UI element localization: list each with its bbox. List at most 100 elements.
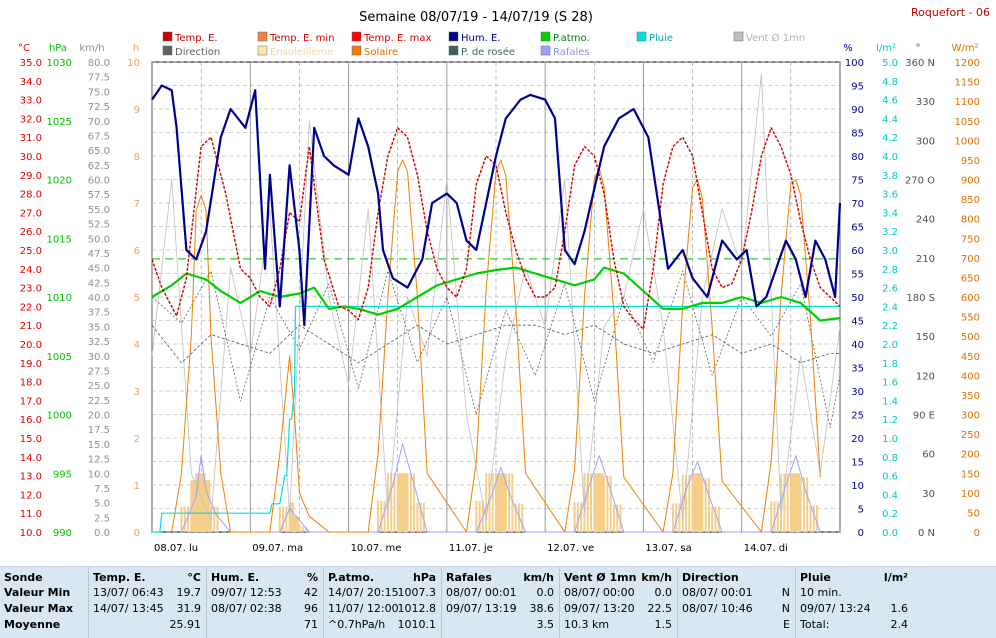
- rain-tick-label: 3.4: [882, 208, 898, 219]
- rain-unit: l/m²: [883, 571, 908, 584]
- solar-tick-label: 750: [961, 234, 980, 245]
- temp-min-value: 19.7: [176, 586, 202, 599]
- hum-title: Hum. E.: [211, 571, 260, 584]
- sun-tick-label: 1: [134, 481, 140, 492]
- wind-max-value: 22.5: [647, 602, 673, 615]
- wind-tick-label: 42.5: [88, 278, 110, 289]
- rain-tick-label: 0.2: [882, 509, 898, 520]
- hum-tick-label: 55: [851, 270, 864, 281]
- label-max: Valeur Max: [4, 602, 74, 615]
- solar-tick-label: 250: [961, 430, 980, 441]
- hum-tick-label: 80: [851, 152, 864, 163]
- press-trend: ^0.7hPa/h: [328, 618, 386, 631]
- legend-label: Rafales: [553, 47, 590, 58]
- chart-title: Semaine 08/07/19 - 14/07/19 (S 28): [359, 10, 593, 25]
- temp-max-value: 31.9: [176, 602, 202, 615]
- wind-tick-label: 2.5: [94, 513, 110, 524]
- rain-tick-label: 1.8: [882, 359, 898, 370]
- press-unit: hPa: [412, 571, 436, 584]
- wind-tick-label: 55.0: [88, 205, 110, 216]
- press-tick-label: 1010: [47, 293, 72, 304]
- stats-rain: Pluie l/m² 10 min. 09/07/ 13:24 1.6 Total:…: [795, 567, 914, 638]
- press-min-value: 1007.3: [397, 586, 437, 599]
- sun-tick-label: 6: [134, 246, 140, 257]
- x-tick-label: 10.07. me: [351, 543, 402, 554]
- label-avg: Moyenne: [4, 618, 61, 631]
- hum-tick-label: 90: [851, 105, 864, 116]
- x-tick-label: 09.07. ma: [252, 543, 303, 554]
- sun-tick-label: 0: [134, 528, 140, 539]
- temp-tick-label: 26.0: [20, 227, 42, 238]
- wind-tick-label: 12.5: [88, 455, 110, 466]
- rain-max-time: 09/07/ 13:24: [800, 602, 871, 615]
- dir-tick-label: 60: [922, 450, 935, 461]
- rain-tick-label: 3.2: [882, 227, 898, 238]
- gust-min-value: 0.0: [536, 586, 555, 599]
- solar-tick-label: 350: [961, 391, 980, 402]
- dir-min-time: 08/07/ 00:01: [682, 586, 753, 599]
- wind-title: Vent Ø 1mn: [564, 571, 637, 584]
- rain-tick-label: 4.0: [882, 152, 898, 163]
- solar-tick-label: 900: [961, 176, 980, 187]
- hum-tick-label: 75: [851, 176, 864, 187]
- hum-unit-label: %: [843, 43, 853, 54]
- solar-tick-label: 600: [961, 293, 980, 304]
- rain-tick-label: 4.8: [882, 77, 898, 88]
- x-tick-label: 14.07. di: [744, 543, 788, 554]
- legend-swatch: [448, 45, 459, 56]
- legend: Temp. E. Temp. E. min Temp. E. max Hum. E. P…: [162, 31, 805, 58]
- stats-hum: Hum. E.% 09/07/ 12:53 42 08/07/ 02:38 96 7…: [206, 567, 324, 638]
- sun-tick-label: 4: [134, 340, 140, 351]
- hum-max-time: 08/07/ 02:38: [211, 602, 282, 615]
- wind-unit-label: km/h: [79, 43, 104, 54]
- temp-tick-label: 15.0: [20, 434, 42, 445]
- rain-tick-label: 1.6: [882, 378, 898, 389]
- rain-tick-label: 0.4: [882, 490, 898, 501]
- temp-tick-label: 12.0: [20, 490, 42, 501]
- hum-tick-label: 35: [851, 364, 864, 375]
- temp-min-time: 13/07/ 06:43: [93, 586, 164, 599]
- hum-min-value: 42: [304, 586, 318, 599]
- x-tick-label: 12.07. ve: [547, 543, 594, 554]
- solar-tick-label: 1200: [955, 58, 980, 69]
- wind-tick-label: 52.5: [88, 220, 110, 231]
- dir-tick-label: 240: [916, 215, 935, 226]
- solar-tick-label: 1100: [955, 97, 980, 108]
- temp-tick-label: 18.0: [20, 378, 42, 389]
- legend-swatch: [636, 31, 647, 42]
- wind-tick-label: 50.0: [88, 234, 110, 245]
- wind-tick-label: 5.0: [94, 499, 110, 510]
- hum-tick-label: 20: [851, 434, 864, 445]
- wind-tick-label: 30.0: [88, 352, 110, 363]
- dir-tick-label: 360 N: [905, 58, 935, 69]
- press-tick-label: 990: [53, 528, 72, 539]
- x-tick-label: 08.07. lu: [154, 543, 198, 554]
- dir-tick-label: 120: [916, 371, 935, 382]
- legend-swatch: [351, 45, 362, 56]
- rain-tick-label: 1.2: [882, 415, 898, 426]
- wind-tick-label: 17.5: [88, 425, 110, 436]
- plot-area: [151, 73, 842, 533]
- rain-tick-label: 5.0: [882, 58, 898, 69]
- rain-tick-label: 2.8: [882, 265, 898, 276]
- temp-tick-label: 20.0: [20, 340, 42, 351]
- sun-tick-label: 9: [134, 105, 140, 116]
- sun-unit-label: h: [133, 43, 139, 54]
- legend-swatch: [351, 31, 362, 42]
- solar-tick-label: 550: [961, 313, 980, 324]
- press-min-time: 14/07/ 20:15: [328, 586, 399, 599]
- rain-tick-label: 4.4: [882, 114, 898, 125]
- dir-tick-label: 150: [916, 332, 935, 343]
- dir-tick-label: 300: [916, 136, 935, 147]
- wind-tick-label: 0.0: [94, 528, 110, 539]
- legend-label: Solaire: [364, 47, 398, 58]
- press-avg-value: 1010.1: [397, 618, 437, 631]
- hum-tick-label: 85: [851, 129, 864, 140]
- legend-swatch: [257, 31, 268, 42]
- legend-label: Direction: [175, 47, 220, 58]
- solar-tick-label: 0: [974, 528, 980, 539]
- series-p-atmo-line: [151, 266, 841, 322]
- rain-tick-label: 2.6: [882, 284, 898, 295]
- stats-row-labels: Sonde Valeur Min Valeur Max Moyenne: [0, 567, 88, 638]
- temp-tick-label: 21.0: [20, 321, 42, 332]
